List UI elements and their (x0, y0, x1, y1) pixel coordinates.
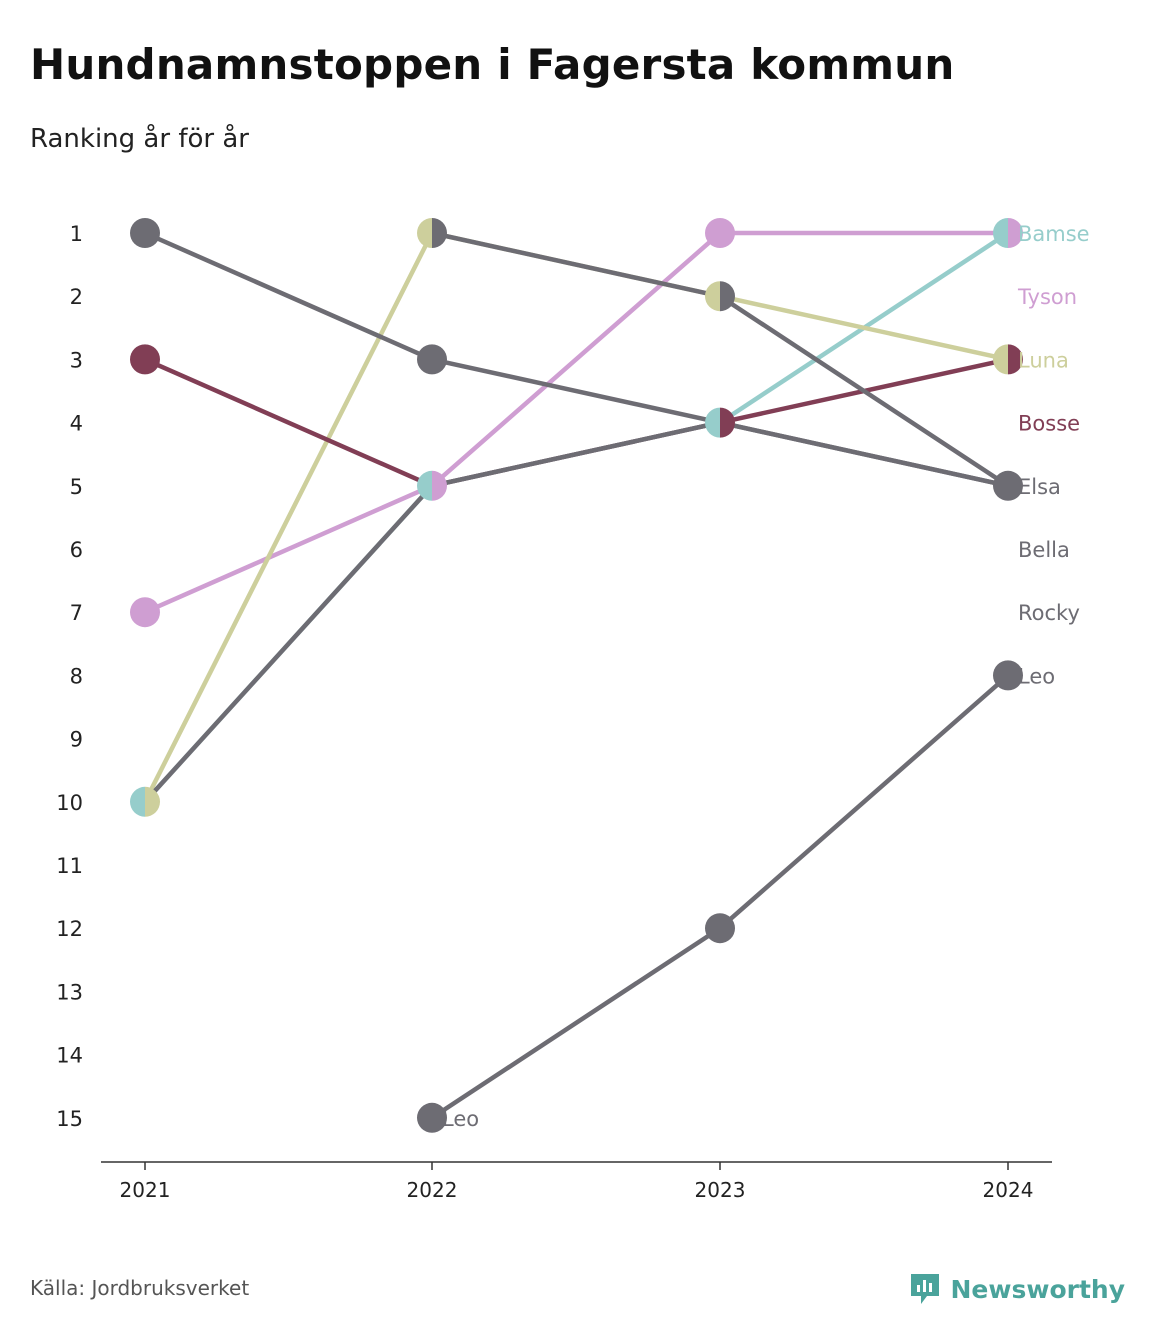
y-tick-label: 6 (70, 538, 83, 562)
series-line-elsa (142, 230, 435, 362)
point-half-right (1008, 344, 1024, 375)
point-half-left (993, 218, 1008, 248)
point-half-left (417, 218, 432, 248)
series-line-leo (429, 925, 723, 1121)
y-tick-label: 13 (56, 980, 83, 1004)
end-label-bosse: Bosse (1018, 412, 1080, 436)
point-half-right (432, 470, 448, 501)
point-half-right (1008, 218, 1023, 248)
start-label-leo: Leo (442, 1107, 479, 1131)
x-tick-label: 2022 (407, 1178, 458, 1202)
point-half-right (720, 407, 736, 438)
y-tick-label: 12 (56, 917, 83, 941)
point-half-left (417, 470, 432, 501)
x-tick-label: 2021 (120, 1178, 171, 1202)
brand-logo: Newsworthy (909, 1272, 1126, 1306)
series-line-rocky (142, 483, 435, 805)
point-bosse (130, 344, 160, 375)
series-line-luna (142, 230, 435, 805)
brand-name: Newsworthy (950, 1274, 1126, 1304)
y-tick-label: 8 (70, 664, 83, 688)
end-label-leo: Leo (1018, 664, 1055, 688)
point-leo (417, 1102, 447, 1133)
point-half-right (145, 786, 160, 817)
newsworthy-logo-icon (910, 1274, 939, 1304)
point-elsa (130, 218, 160, 248)
point-half-right (432, 218, 447, 248)
chart-subtitle: Ranking år för år (30, 124, 249, 154)
y-tick-label: 1 (70, 222, 83, 246)
y-tick-label: 3 (70, 348, 83, 372)
end-label-luna: Luna (1018, 348, 1069, 372)
series-line-rocky (429, 420, 723, 489)
y-tick-label: 2 (70, 285, 83, 309)
y-tick-label: 10 (56, 791, 83, 815)
series-line-leo (717, 673, 1011, 931)
x-tick-label: 2023 (695, 1178, 746, 1202)
y-tick-label: 4 (70, 412, 83, 436)
y-tick-label: 9 (70, 728, 83, 752)
end-label-bella: Bella (1018, 538, 1070, 562)
series-line-bella (717, 293, 1011, 489)
series-line-tyson (142, 483, 435, 615)
end-label-tyson: Tyson (1017, 285, 1077, 309)
point-elsa (993, 470, 1023, 501)
y-tick-label: 15 (56, 1107, 83, 1131)
y-tick-label: 14 (56, 1044, 83, 1068)
point-tyson (705, 218, 735, 248)
series-line-luna (717, 293, 1011, 362)
point-tyson (130, 597, 160, 628)
end-label-bamse: Bamse (1018, 222, 1090, 246)
series-line-tyson (429, 230, 723, 489)
series-line-elsa (429, 357, 723, 425)
series-line-bosse (142, 357, 435, 489)
y-tick-label: 7 (70, 601, 83, 625)
point-leo (993, 660, 1023, 691)
point-half-left (130, 786, 145, 817)
point-half-left (705, 407, 720, 438)
y-tick-label: 5 (70, 475, 83, 499)
end-label-rocky: Rocky (1018, 601, 1080, 625)
series-line-rocky (717, 420, 1011, 489)
point-half-left (705, 281, 720, 312)
point-half-left (993, 344, 1008, 375)
end-label-elsa: Elsa (1018, 475, 1061, 499)
point-leo (705, 913, 735, 944)
y-tick-label: 11 (56, 854, 83, 878)
x-tick-label: 2024 (983, 1178, 1034, 1202)
point-half-right (720, 281, 736, 312)
source-note: Källa: Jordbruksverket (30, 1276, 250, 1300)
point-elsa (417, 344, 447, 375)
series-line-bella (429, 230, 723, 299)
chart-title: Hundnamnstoppen i Fagersta kommun (30, 40, 955, 89)
